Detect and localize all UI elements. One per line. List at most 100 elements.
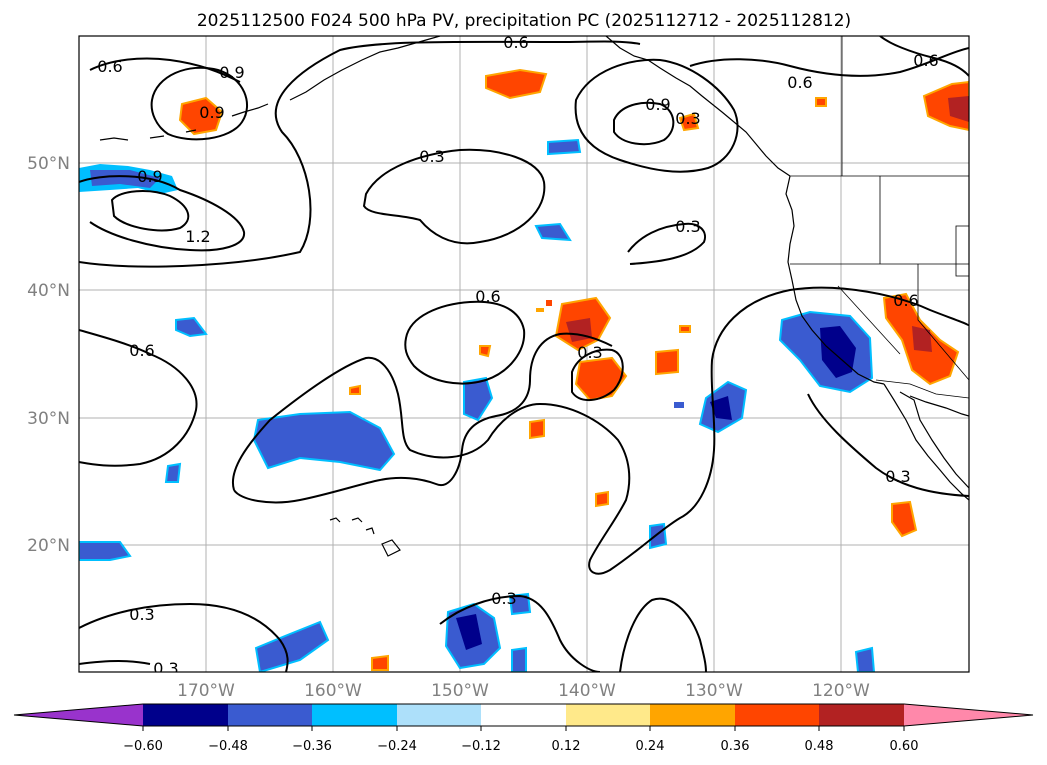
contour-label: 0.3: [675, 217, 700, 236]
precip-area: [948, 96, 969, 122]
precip-area: [674, 402, 684, 408]
precip-area: [815, 97, 827, 107]
latitude-labels: 50°N 40°N 30°N 20°N: [27, 154, 70, 556]
contour-label: 0.3: [419, 147, 444, 166]
contour-label: 0.6: [787, 73, 812, 92]
contour-label: 0.3: [675, 109, 700, 128]
precip-area: [529, 418, 545, 440]
contour-label: 0.9: [219, 63, 244, 82]
pv-contour: [89, 57, 241, 83]
colorbar-segment: [228, 704, 312, 726]
precip-area: [546, 300, 552, 306]
precip-area: [463, 376, 494, 422]
precip-area: [90, 170, 160, 188]
colorbar-segment: [650, 704, 735, 726]
contour-label: 0.3: [129, 605, 154, 624]
precip-area: [595, 490, 609, 508]
coastline-baja-peninsula: [899, 391, 969, 489]
pv-contour: [574, 58, 739, 173]
contour-labels: 0.6 0.9 0.9 0.6 0.9 0.6 0.6 0.9 1.2 0.3 …: [97, 33, 938, 678]
colorbar-tick-label: 0.36: [721, 739, 750, 754]
contour-label: 0.3: [153, 659, 178, 678]
precip-positive-areas: [178, 68, 969, 671]
precip-area: [178, 96, 224, 136]
contour-label: 0.9: [645, 95, 670, 114]
contour-label: 0.6: [129, 341, 154, 360]
precip-area: [710, 396, 732, 420]
pv-contour: [231, 286, 969, 575]
colorbar-tick-label: 0.60: [890, 739, 919, 754]
lat-label-20n: 20°N: [27, 536, 70, 556]
colorbar-extend-high: [904, 704, 1033, 726]
pv-contour: [79, 602, 289, 672]
precip-area: [547, 138, 582, 156]
coastline-baja-mexico: [883, 383, 969, 501]
contour-label: 0.6: [97, 57, 122, 76]
coastline-alaska-panhandle: [605, 36, 791, 177]
borders: [790, 36, 969, 399]
pv-contour: [79, 175, 246, 252]
colorbar-segment: [819, 704, 904, 726]
figure-title: 2025112500 F024 500 hPa PV, precipitatio…: [197, 11, 851, 31]
lon-label-130w: 130°W: [685, 681, 743, 701]
contour-label: 0.6: [503, 33, 528, 52]
precip-area: [456, 614, 482, 650]
precip-area: [252, 410, 396, 472]
lat-label-30n: 30°N: [27, 409, 70, 429]
colorbar-tick-label: −0.60: [123, 739, 163, 754]
precip-negative-areas: [79, 138, 876, 672]
precip-area: [536, 308, 544, 312]
coastlines: [99, 36, 969, 557]
pv-contour: [404, 300, 526, 385]
state-borders: [790, 176, 969, 381]
pv-contour: [233, 332, 613, 504]
lon-label-160w: 160°W: [304, 681, 362, 701]
precip-area: [485, 68, 548, 100]
colorbar-segment: [735, 704, 819, 726]
precip-area: [164, 462, 182, 483]
contour-label: 0.3: [577, 343, 602, 362]
colorbar-tick-label: 0.12: [552, 739, 581, 754]
colorbar-segment: [481, 704, 566, 726]
pv-contour: [150, 66, 248, 141]
precip-area: [891, 500, 918, 538]
colorbar-tick-label: 0.48: [805, 739, 834, 754]
lon-label-120w: 120°W: [812, 681, 870, 701]
border-us-mexico: [875, 379, 969, 399]
map-panel: 0.6 0.9 0.9 0.6 0.9 0.6 0.6 0.9 1.2 0.3 …: [78, 33, 970, 678]
precip-area: [349, 384, 361, 395]
lon-label-140w: 140°W: [558, 681, 616, 701]
precip-area: [79, 541, 132, 561]
contour-label: 0.3: [491, 589, 516, 608]
colorbar-tick-label: −0.36: [292, 739, 332, 754]
longitude-labels: 170°W 160°W 150°W 140°W 130°W 120°W: [177, 681, 870, 701]
pv-contour: [613, 101, 675, 146]
hawaii-islands: [329, 517, 401, 557]
precip-area: [679, 325, 691, 333]
colorbar-tick-label: −0.48: [208, 739, 248, 754]
pv-contour: [79, 660, 151, 665]
lat-label-50n: 50°N: [27, 154, 70, 174]
pv-contour: [439, 594, 601, 672]
precip-area: [508, 592, 532, 616]
contour-label: 0.6: [893, 291, 918, 310]
coastline-alaska-aleutians: [99, 36, 441, 141]
pv-contour: [879, 36, 969, 77]
pv-contour: [571, 348, 624, 401]
lon-label-150w: 150°W: [431, 681, 489, 701]
pv-contour: [689, 47, 969, 77]
contour-label: 0.6: [475, 287, 500, 306]
precip-area: [175, 316, 208, 338]
pv-contour: [79, 329, 198, 467]
lon-label-170w: 170°W: [177, 681, 235, 701]
map-frame: [78, 35, 970, 673]
precip-area: [912, 326, 932, 352]
colorbar-extend-low: [14, 704, 143, 726]
pv-contour: [79, 40, 641, 268]
pv-contour: [619, 597, 707, 672]
pv-contour: [807, 393, 969, 497]
colorbar-segment: [143, 704, 228, 726]
pv-contour: [362, 148, 546, 245]
pv-contours: [79, 36, 969, 672]
